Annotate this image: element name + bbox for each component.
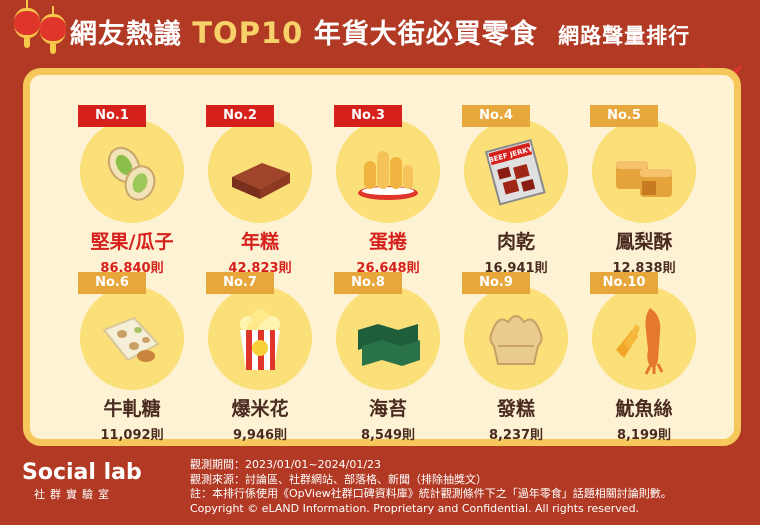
- rice-cake-icon: [232, 163, 290, 199]
- copyright: Copyright © eLAND Information. Proprieta…: [190, 501, 640, 515]
- fa-gao-icon: [489, 315, 543, 365]
- rank-item-9: No.9 發糕 8,237則: [454, 272, 578, 443]
- page-title: 網友熱議 TOP10 年貨大街必買零食 網路聲量排行: [0, 12, 760, 51]
- egg-roll-icon: [358, 151, 418, 200]
- logo-sub: 社群實驗室: [34, 488, 114, 501]
- item-circle: [592, 286, 696, 390]
- squid-icon: [616, 308, 664, 375]
- rank-badge: No.6: [78, 272, 146, 294]
- rank-item-1: No.1 堅果/瓜子 86,840則: [70, 105, 194, 276]
- footer-notes: 觀測期間：2023/01/01~2024/01/23 觀測來源：討論區、社群網站…: [190, 458, 672, 516]
- rank-item-6: No.6 牛軋糖 11,092則: [70, 272, 194, 443]
- popcorn-icon: [240, 309, 280, 370]
- rank-badge: No.5: [590, 105, 658, 127]
- rank-item-3: No.3 蛋捲 26,648則: [326, 105, 450, 276]
- title-highlight: TOP10: [192, 16, 304, 50]
- rank-badge: No.3: [334, 105, 402, 127]
- beef-jerky-icon: BEEF JERKY: [484, 138, 546, 206]
- logo-main: Social lab: [22, 460, 142, 485]
- rank-badge: No.8: [334, 272, 402, 294]
- rank-badge: No.7: [206, 272, 274, 294]
- title-main: 年貨大街必買零食: [313, 19, 538, 50]
- item-name: 爆米花: [231, 398, 289, 420]
- rank-item-10: No.10 魷魚絲 8,199則: [582, 272, 706, 443]
- item-name: 牛軋糖: [103, 398, 161, 420]
- rank-badge: No.9: [462, 272, 530, 294]
- item-name: 年糕: [240, 231, 279, 253]
- pineapple-cake-icon: [616, 161, 672, 197]
- rank-badge: No.1: [78, 105, 146, 127]
- rank-item-4: BEEF JERKY No.4 肉乾 16,941則: [454, 105, 578, 276]
- item-name: 蛋捲: [368, 231, 407, 253]
- nougat-icon: [102, 316, 160, 362]
- title-sub: 網路聲量排行: [558, 24, 691, 48]
- item-name: 堅果/瓜子: [90, 231, 174, 253]
- pistachio-icon: [107, 146, 156, 201]
- item-name: 海苔: [368, 398, 407, 420]
- item-count: 8,199則: [616, 428, 672, 443]
- seaweed-icon: [358, 324, 420, 366]
- rank-item-8: No.8 海苔 8,549則: [326, 272, 450, 443]
- item-count: 8,549則: [360, 428, 416, 443]
- item-name: 鳳梨酥: [615, 231, 673, 253]
- methodology-note: 註：本排行係使用《OpView社群口碑資料庫》統計觀測條件下之「過年零食」話題相…: [190, 487, 672, 500]
- observation-period: 觀測期間：2023/01/01~2024/01/23: [190, 458, 382, 471]
- item-count: 9,946則: [232, 428, 288, 443]
- title-prefix: 網友熱議: [69, 19, 182, 50]
- rank-badge: No.2: [206, 105, 274, 127]
- rank-item-5: No.5 鳳梨酥 12,838則: [582, 105, 706, 276]
- item-name: 魷魚絲: [615, 398, 673, 420]
- item-name: 發糕: [496, 398, 535, 420]
- rank-item-2: No.2 年糕 42,823則: [198, 105, 322, 276]
- observation-sources: 觀測來源：討論區、社群網站、部落格、新聞（排除抽獎文）: [190, 472, 487, 486]
- item-count: 11,092則: [100, 428, 164, 443]
- social-lab-logo: Social lab 社群實驗室: [22, 460, 142, 502]
- item-name: 肉乾: [496, 231, 535, 253]
- item-count: 8,237則: [488, 428, 544, 443]
- rank-badge: No.4: [462, 105, 530, 127]
- rank-badge: No.10: [590, 272, 658, 294]
- rank-item-7: No.7 爆米花 9,946則: [198, 272, 322, 443]
